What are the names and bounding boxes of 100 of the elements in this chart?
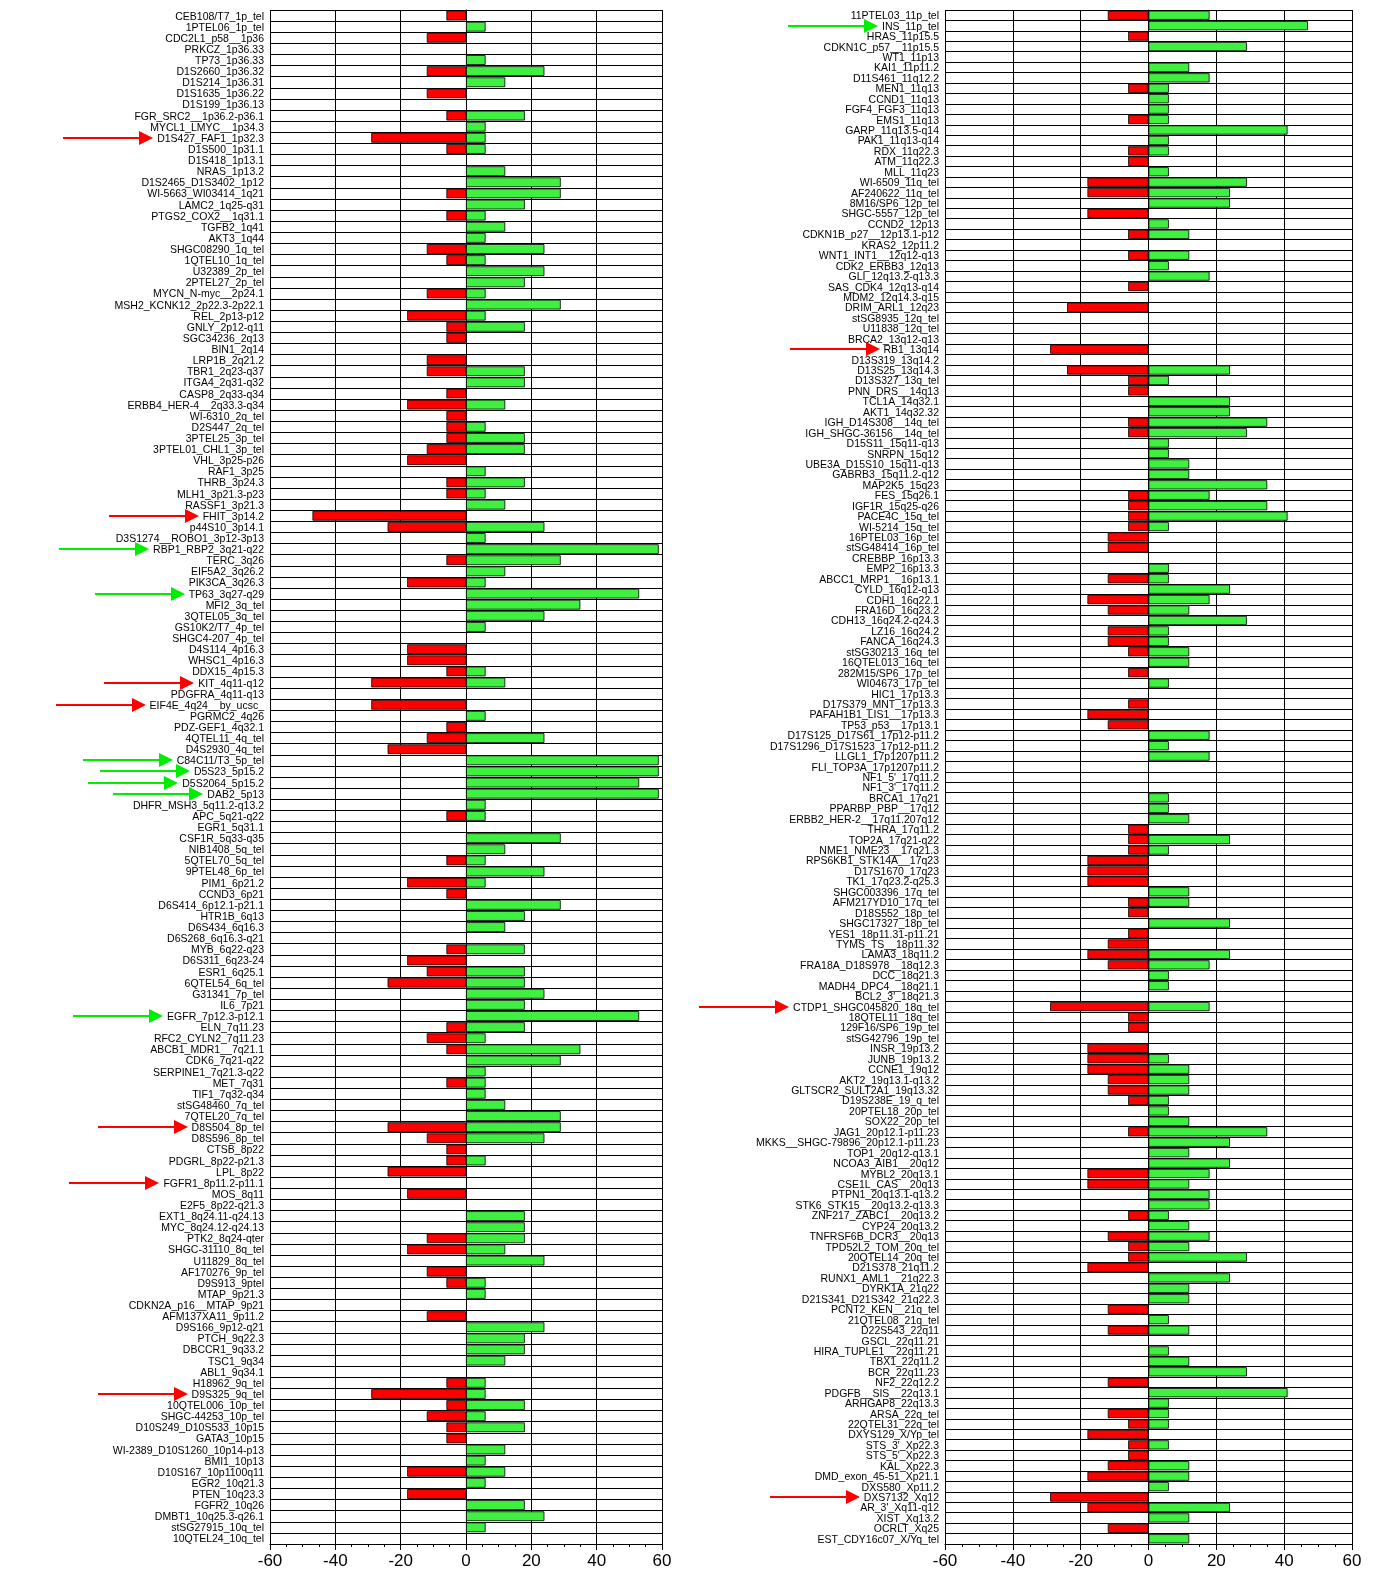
y-tick-label: D1S214_1p36.31 (182, 76, 265, 89)
y-tick-label: IGH_D14S308__14q_tel (824, 416, 939, 429)
y-tick-label: 1QTEL10_1q_tel (184, 254, 264, 267)
y-tick-label: EXT1_8q24.11-q24.13 (159, 1210, 265, 1223)
y-tick-label: NCOA3_AIB1__20q12 (833, 1157, 940, 1170)
y-tick-label: MYB_6q22-q23 (191, 943, 265, 956)
y-tick-label: RB1_13q14 (883, 343, 940, 356)
y-tick-label: ZNF217_ZABC1__20q13.2 (811, 1209, 940, 1222)
y-tick-label: WNT1_INT1__12q12-q13 (818, 249, 940, 262)
y-tick-label: U32389_2p_tel (192, 265, 264, 278)
x-tick-label: -60 (257, 1551, 283, 1570)
y-tick-label: BCL2_3'_18q21.3 (855, 990, 940, 1003)
y-tick-label: STS_5'_Xp22.3 (865, 1449, 940, 1462)
y-tick-label: ATM_11q22.3 (874, 155, 940, 168)
y-tick-label: WI-5663_WI03414_1q21 (147, 187, 265, 200)
y-tick-label: MEN1_11q13 (875, 82, 940, 95)
y-tick-label: stSG27915_10q_tel (171, 1521, 264, 1534)
y-tick-label: FES_15q26.1 (874, 489, 940, 502)
y-tick-label: BIN1_2q14 (211, 343, 265, 356)
y-tick-label: DCC_18q21.3 (872, 969, 940, 982)
y-tick-label: NIB1408_5q_tel (188, 843, 264, 856)
y-tick-label: U11838_12q_tel (862, 322, 939, 335)
y-tick-label: WI-6509_11q_tel (859, 176, 939, 189)
y-tick-label: 18QTEL11_18q_tel (848, 1011, 939, 1024)
y-tick-label: D22S543_22q11 (860, 1324, 940, 1337)
y-tick-label: SERPINE1_7q21.3-q22 (153, 1065, 265, 1078)
y-tick-label: HRAS_11p15.5 (866, 30, 940, 43)
y-tick-label: D9S166_9p12-q21 (175, 1321, 265, 1334)
y-tick-label: 2PTEL27_2p_tel (185, 276, 264, 289)
y-tick-label: WI04673_17p_tel (856, 677, 939, 690)
y-tick-label: PDGRL_8p22-p21.3 (168, 1154, 265, 1167)
y-tick-label: 3PTEL01_CHL1_3p_tel (153, 443, 264, 456)
y-tick-label: CYLD_16q12-q13 (854, 583, 940, 596)
y-tick-label: SHGC17327_18p_tel (839, 917, 939, 930)
y-tick-label: MKKS__SHGC-79896_20p12.1-p11.23 (755, 1136, 940, 1149)
y-tick-label: D1S1635_1p36.22 (176, 87, 265, 100)
y-tick-label: KIT_4q11-q12 (198, 676, 265, 689)
y-tick-label: U11829_8q_tel (193, 1254, 264, 1267)
y-tick-label: EGR1_5q31.1 (197, 821, 265, 834)
y-tick-label: SHGC-31110_8q_tel (168, 1243, 264, 1256)
y-tick-label: CSF1R_5q33-q35 (179, 832, 265, 845)
y-tick-label: 5QTEL70_5q_tel (184, 854, 264, 867)
y-tick-label: GLI_12q13.2-q13.3 (848, 270, 940, 283)
x-tick-label: 60 (1342, 1551, 1362, 1570)
y-tick-label: MYC_8q24.12-q24.13 (161, 1221, 265, 1234)
y-tick-label: MYCN_N-myc__2p24.1 (153, 287, 265, 300)
x-tick-label: -40 (323, 1551, 348, 1570)
y-tick-label: PCNT2_KEN__21q_tel (831, 1303, 939, 1316)
y-tick-label: VHL_3p25-p26 (193, 454, 265, 467)
y-tick-label: MOS_8q11 (211, 1187, 265, 1200)
y-tick-label: ELN_7q11.23 (200, 1021, 265, 1034)
y-tick-label: RBP1_RBP2_3q21-q22 (153, 543, 265, 556)
y-tick-label: D6S268_6q16.3-q21 (167, 932, 265, 945)
y-tick-label: TSC1_9q34 (207, 1354, 265, 1367)
y-tick-label: DDX15_4p15.3 (192, 665, 265, 678)
y-tick-label: PPARBP_PBP__17q12 (829, 802, 940, 815)
y-tick-label: NRAS_1p13.2 (196, 165, 265, 178)
y-tick-label: CTSB_8p22 (206, 1143, 265, 1156)
y-tick-label: TP73_1p36.33 (195, 54, 265, 67)
x-tick-label: 20 (521, 1551, 541, 1570)
y-tick-label: SHGC4-207_4p_tel (172, 632, 264, 645)
y-tick-label: 11PTEL03_11p_tel (850, 9, 939, 22)
x-tick-label: -60 (932, 1551, 958, 1570)
y-tick-label: SHGC-44253_10p_tel (160, 1410, 264, 1423)
y-tick-label: LRP1B_2q21.2 (192, 354, 265, 367)
y-tick-label: 4QTEL11_4q_tel (185, 732, 264, 745)
x-tick-label: -20 (388, 1551, 413, 1570)
y-tick-label: C84C11/T3_5p_tel (176, 754, 264, 767)
y-tick-label: DMBT1_10q25.3-q26.1 (154, 1510, 265, 1523)
y-tick-label: FGF4_FGF3_11q13 (845, 103, 940, 116)
y-tick-label: PIM1_6p21.2 (201, 876, 265, 889)
y-tick-label: D17S125_D17S61_17p12-p11.2 (787, 729, 940, 742)
x-tick-label: -40 (1000, 1551, 1026, 1570)
y-tick-label: CEB108/T7_1p_tel (175, 9, 264, 22)
y-tick-label: D13S25_13q14.3 (857, 364, 940, 377)
y-tick-label: 7QTEL20_7q_tel (184, 1110, 264, 1123)
y-tick-label: LAMC2_1q25-q31 (178, 198, 265, 211)
y-tick-label: GATA3_10p15 (196, 1432, 265, 1445)
y-tick-label: THRA_17q11.2 (867, 823, 940, 836)
y-tick-label: ABCB1_MDR1__7q21.1 (150, 1043, 265, 1056)
y-tick-label: EMP2_16p13.3 (866, 562, 940, 575)
y-tick-label: GLTSCR2_SULT2A1_19q13.32 (791, 1084, 940, 1097)
y-tick-label: D5S23_5p15.2 (193, 765, 265, 778)
y-tick-label: NME1_NME23__17q21.3 (819, 844, 940, 857)
y-tick-label: TERC_3q26 (206, 554, 265, 567)
y-tick-label: 8M16/SP6_12p_tel (849, 197, 939, 210)
y-tick-label: NF1_5'_17q11.2 (862, 771, 940, 783)
y-tick-label: WI-2389_D10S1260_10p14-p13 (112, 1443, 265, 1456)
y-tick-label: D8S504_8p_tel (191, 1121, 264, 1134)
y-tick-label: PACE4C_15q_tel (857, 510, 939, 523)
y-tick-label: D8S596_8p_tel (191, 1132, 264, 1145)
y-tick-label: FGR_SRC2__1p36.2-p36.1 (134, 109, 265, 122)
y-tick-label: D3S1274__ROBO1_3p12-3p13 (115, 532, 265, 545)
y-tick-label: D5S2064_5p15.2 (182, 776, 265, 789)
y-tick-label: D6S311_6q23-24 (182, 954, 265, 967)
y-tick-label: ESR1_6q25.1 (198, 965, 265, 978)
y-tick-label: CDK6_7q21-q22 (185, 1054, 265, 1067)
y-tick-label: D6S434_6q16.3 (188, 921, 265, 934)
y-tick-label: D15S11_15q11-q13 (846, 437, 940, 450)
y-tick-label: MLH1_3p21.3-p23 (177, 487, 265, 500)
